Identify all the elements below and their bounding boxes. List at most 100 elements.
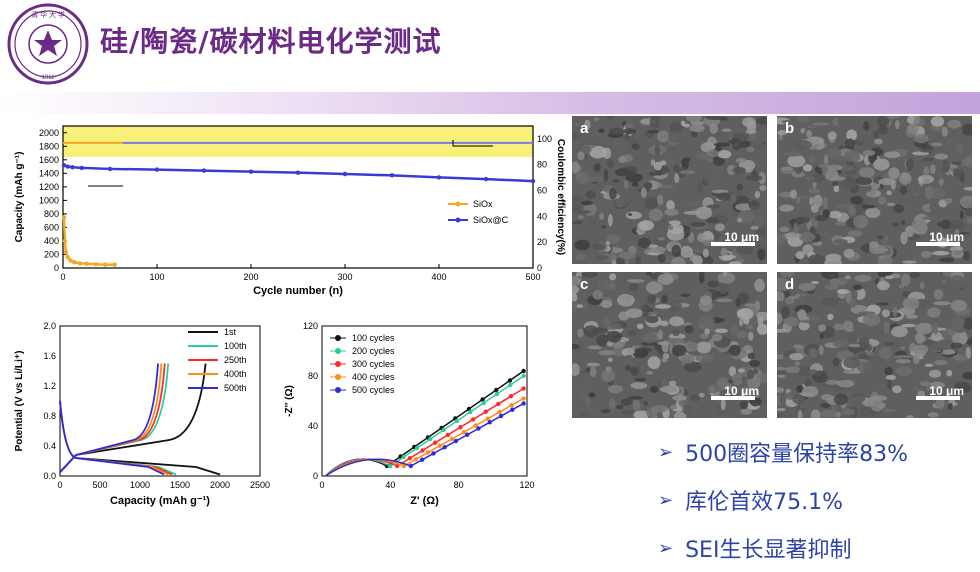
data-point — [63, 249, 69, 254]
grain — [686, 201, 704, 208]
grain — [873, 130, 880, 139]
data-point — [408, 463, 414, 469]
grain — [575, 126, 581, 133]
y-tick-label: 1000 — [39, 195, 59, 205]
grain — [728, 366, 737, 377]
data-point — [465, 432, 470, 437]
grain — [887, 379, 892, 390]
grain — [885, 341, 895, 346]
grain — [798, 194, 812, 199]
y-tick-label: 0 — [54, 263, 59, 273]
grain — [820, 393, 833, 401]
data-point — [507, 378, 513, 383]
grain — [746, 369, 755, 380]
grain — [588, 392, 596, 398]
grain — [796, 196, 801, 204]
grain — [828, 210, 842, 219]
grain — [924, 178, 930, 183]
grain — [778, 286, 789, 292]
grain — [616, 404, 624, 410]
grain — [589, 366, 597, 377]
grain — [862, 313, 881, 327]
grain — [616, 293, 635, 307]
data-point — [61, 215, 67, 220]
data-point — [62, 238, 68, 244]
grain — [625, 170, 636, 177]
grain — [781, 119, 794, 124]
grain — [883, 321, 891, 334]
grain — [690, 221, 706, 227]
grain — [795, 140, 812, 150]
grain — [712, 155, 725, 166]
x-axis-label: Capacity (mAh g⁻¹) — [110, 495, 210, 507]
grain — [601, 370, 616, 382]
grain — [577, 328, 584, 338]
grain — [596, 334, 609, 346]
grain — [777, 129, 787, 136]
data-point — [530, 178, 536, 184]
grain — [798, 321, 810, 331]
grain — [655, 313, 663, 318]
legend-label: SiOx@C — [473, 215, 509, 225]
grain — [959, 287, 965, 291]
grain — [674, 172, 680, 184]
grain — [662, 385, 678, 393]
data-point — [454, 418, 460, 424]
data-point — [428, 436, 433, 442]
grain — [801, 319, 820, 324]
y-tick-label: 0.4 — [43, 441, 56, 451]
grain — [747, 352, 755, 360]
grain — [665, 141, 671, 150]
x-tick-label: 1000 — [130, 480, 150, 490]
grain — [605, 366, 612, 372]
grain — [901, 219, 906, 226]
grain — [618, 251, 636, 260]
grain — [959, 195, 972, 209]
legend-marker — [455, 201, 461, 207]
grain — [927, 307, 941, 318]
grain — [612, 346, 625, 357]
y-tick-label: 1.6 — [43, 351, 56, 361]
grain — [721, 254, 737, 260]
grain — [902, 297, 920, 310]
data-point — [521, 396, 526, 401]
grain — [600, 409, 611, 414]
grain — [623, 179, 629, 189]
grain — [728, 344, 741, 357]
grain — [746, 175, 763, 181]
grain — [647, 356, 661, 370]
grain — [720, 247, 728, 257]
grain — [667, 300, 682, 313]
grain — [876, 302, 889, 306]
legend-label: 250th — [224, 355, 247, 365]
grain — [717, 272, 736, 284]
grain — [849, 298, 857, 309]
grain — [787, 154, 806, 168]
grain — [579, 370, 586, 374]
grain — [779, 272, 795, 278]
grain — [929, 381, 945, 389]
sem-label: a — [580, 120, 589, 137]
grain — [748, 200, 759, 207]
grain — [939, 257, 955, 263]
grain — [734, 195, 749, 206]
grain — [609, 273, 617, 281]
grain — [941, 159, 951, 173]
grain — [704, 328, 710, 335]
grain — [707, 280, 719, 288]
grain — [843, 248, 855, 259]
right-arrow — [452, 140, 493, 147]
x-tick-label: 400 — [431, 272, 446, 282]
grain — [877, 116, 890, 127]
scale-text: 10 μm — [929, 384, 964, 398]
scale-bar — [916, 396, 960, 400]
grain — [714, 328, 728, 334]
grain — [643, 181, 653, 190]
grain — [603, 168, 609, 182]
data-point — [487, 420, 492, 425]
x-tick-label: 500 — [525, 272, 540, 282]
legend-label: 500 cycles — [352, 385, 395, 395]
grain — [622, 347, 635, 356]
grain — [951, 161, 964, 165]
grain — [901, 323, 917, 328]
